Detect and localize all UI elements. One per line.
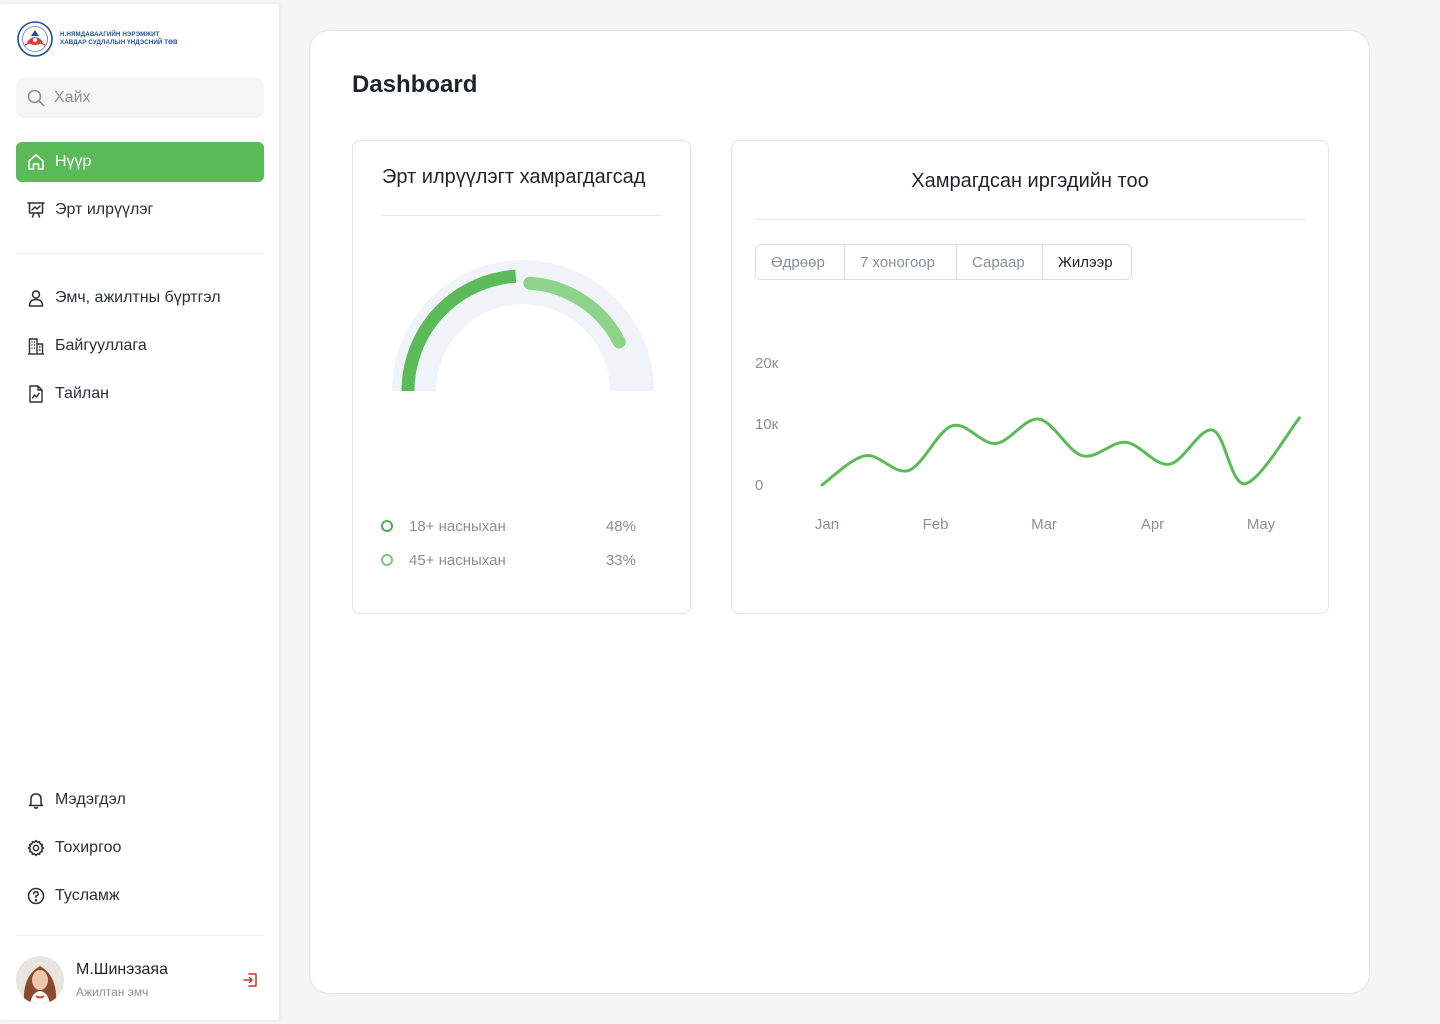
report-file-icon (29, 385, 43, 403)
y-tick-label: 0 (755, 477, 763, 494)
legend-item: 45+ насныхан 33% (381, 550, 636, 570)
search-icon (27, 89, 45, 107)
help-circle-icon (27, 887, 45, 905)
card-title: Эрт илрүүлэгт хамрагдагсад (382, 166, 646, 188)
line-chart: 30к20к10к0JanFebMarAprMay (755, 355, 1301, 533)
tab-daily[interactable]: Өдрөөр (756, 245, 845, 279)
avatar[interactable] (16, 956, 64, 1004)
legend-value: 33% (605, 551, 636, 569)
x-tick-label: Feb (923, 516, 949, 533)
search-box (16, 78, 264, 118)
tab-monthly[interactable]: Сараар (957, 245, 1043, 279)
card-divider (381, 215, 661, 216)
nav-item-label: Эрт илрүүлэг (55, 201, 154, 218)
legend-dot (381, 554, 393, 566)
card-title: Хамрагдсан иргэдийн тоо (911, 170, 1149, 192)
nav-item-label: Эмч, ажилтны бүртгэл (55, 289, 221, 306)
legend-label: 45+ насныхан (409, 551, 506, 569)
legend-label: 18+ насныхан (409, 517, 506, 535)
search-input[interactable] (54, 89, 244, 107)
nav-item-label: Мэдэгдэл (55, 791, 126, 808)
gear-icon (27, 839, 45, 857)
sidebar-divider (16, 935, 264, 936)
user-name: М.Шинэзаяа (76, 961, 168, 978)
nav-item-report[interactable]: Тайлан (16, 374, 264, 414)
institution-seal-icon (17, 21, 53, 57)
sidebar-divider (16, 253, 264, 254)
home-icon (28, 154, 44, 170)
user-role: Ажилтан эмч (76, 985, 149, 999)
gauge-arc-45plus (523, 276, 626, 349)
coverage-gauge-card: Эрт илрүүлэгт хамрагдагсад 18+ насныхан … (352, 140, 691, 614)
x-tick-label: Mar (1031, 516, 1057, 533)
user-icon (28, 290, 44, 307)
nav-item-label: Тусламж (55, 887, 120, 904)
nav-item-home[interactable]: Нүүр (16, 142, 264, 182)
nav-item-label: Нүүр (55, 153, 92, 170)
x-tick-label: Apr (1141, 516, 1164, 533)
main-panel: Dashboard Эрт илрүүлэгт хамрагдагсад 18+… (309, 30, 1370, 994)
page-title: Dashboard (352, 71, 478, 98)
nav-item-help[interactable]: Тусламж (16, 876, 264, 916)
nav-item-label: Тайлан (55, 385, 109, 402)
covered-citizens-card: Хамрагдсан иргэдийн тоо Өдрөөр 7 хоногоо… (731, 140, 1329, 614)
logo-line-1: Н.НЯМДАВААГИЙН НЭРЭМЖИТ (60, 31, 160, 38)
nav-item-staff-registration[interactable]: Эмч, ажилтны бүртгэл (16, 278, 264, 318)
nav-item-early-detection[interactable]: Эрт илрүүлэг (16, 190, 264, 230)
logo-line-2: ХАВДАР СУДЛАЛЫН ҮНДЭСНИЙ ТӨВ (60, 39, 178, 46)
nav-item-organization[interactable]: Байгууллага (16, 326, 264, 366)
nav-item-label: Тохиргоо (55, 839, 122, 856)
sidebar: Н.НЯМДАВААГИЙН НЭРЭМЖИТ ХАВДАР СУДЛАЛЫН … (0, 4, 279, 1020)
nav-item-notifications[interactable]: Мэдэгдэл (16, 780, 264, 820)
building-icon (28, 338, 44, 355)
nav-item-label: Байгууллага (55, 337, 147, 354)
gauge-chart (392, 260, 654, 392)
y-tick-label: 20к (755, 355, 779, 372)
period-tabs: Өдрөөр 7 хоногоор Сараар Жилээр (755, 244, 1132, 280)
tab-yearly[interactable]: Жилээр (1043, 245, 1131, 279)
bell-icon (28, 793, 44, 809)
logo[interactable]: Н.НЯМДАВААГИЙН НЭРЭМЖИТ ХАВДАР СУДЛАЛЫН … (16, 20, 178, 58)
user-profile: М.Шинэзаяа Ажилтан эмч (16, 954, 264, 1006)
card-divider (755, 219, 1306, 220)
legend-dot (381, 520, 393, 532)
logo-text: Н.НЯМДАВААГИЙН НЭРЭМЖИТ ХАВДАР СУДЛАЛЫН … (60, 31, 178, 47)
logout-icon[interactable] (242, 971, 260, 989)
series-line (820, 416, 1301, 487)
y-tick-label: 10к (755, 416, 779, 433)
x-tick-label: May (1247, 516, 1276, 533)
legend-item: 18+ насныхан 48% (381, 516, 636, 536)
presentation-chart-icon (27, 202, 45, 218)
gauge-arc-18plus (401, 269, 517, 392)
nav-item-settings[interactable]: Тохиргоо (16, 828, 264, 868)
x-tick-label: Jan (815, 516, 839, 533)
legend-value: 48% (605, 517, 636, 535)
tab-weekly[interactable]: 7 хоногоор (845, 245, 957, 279)
